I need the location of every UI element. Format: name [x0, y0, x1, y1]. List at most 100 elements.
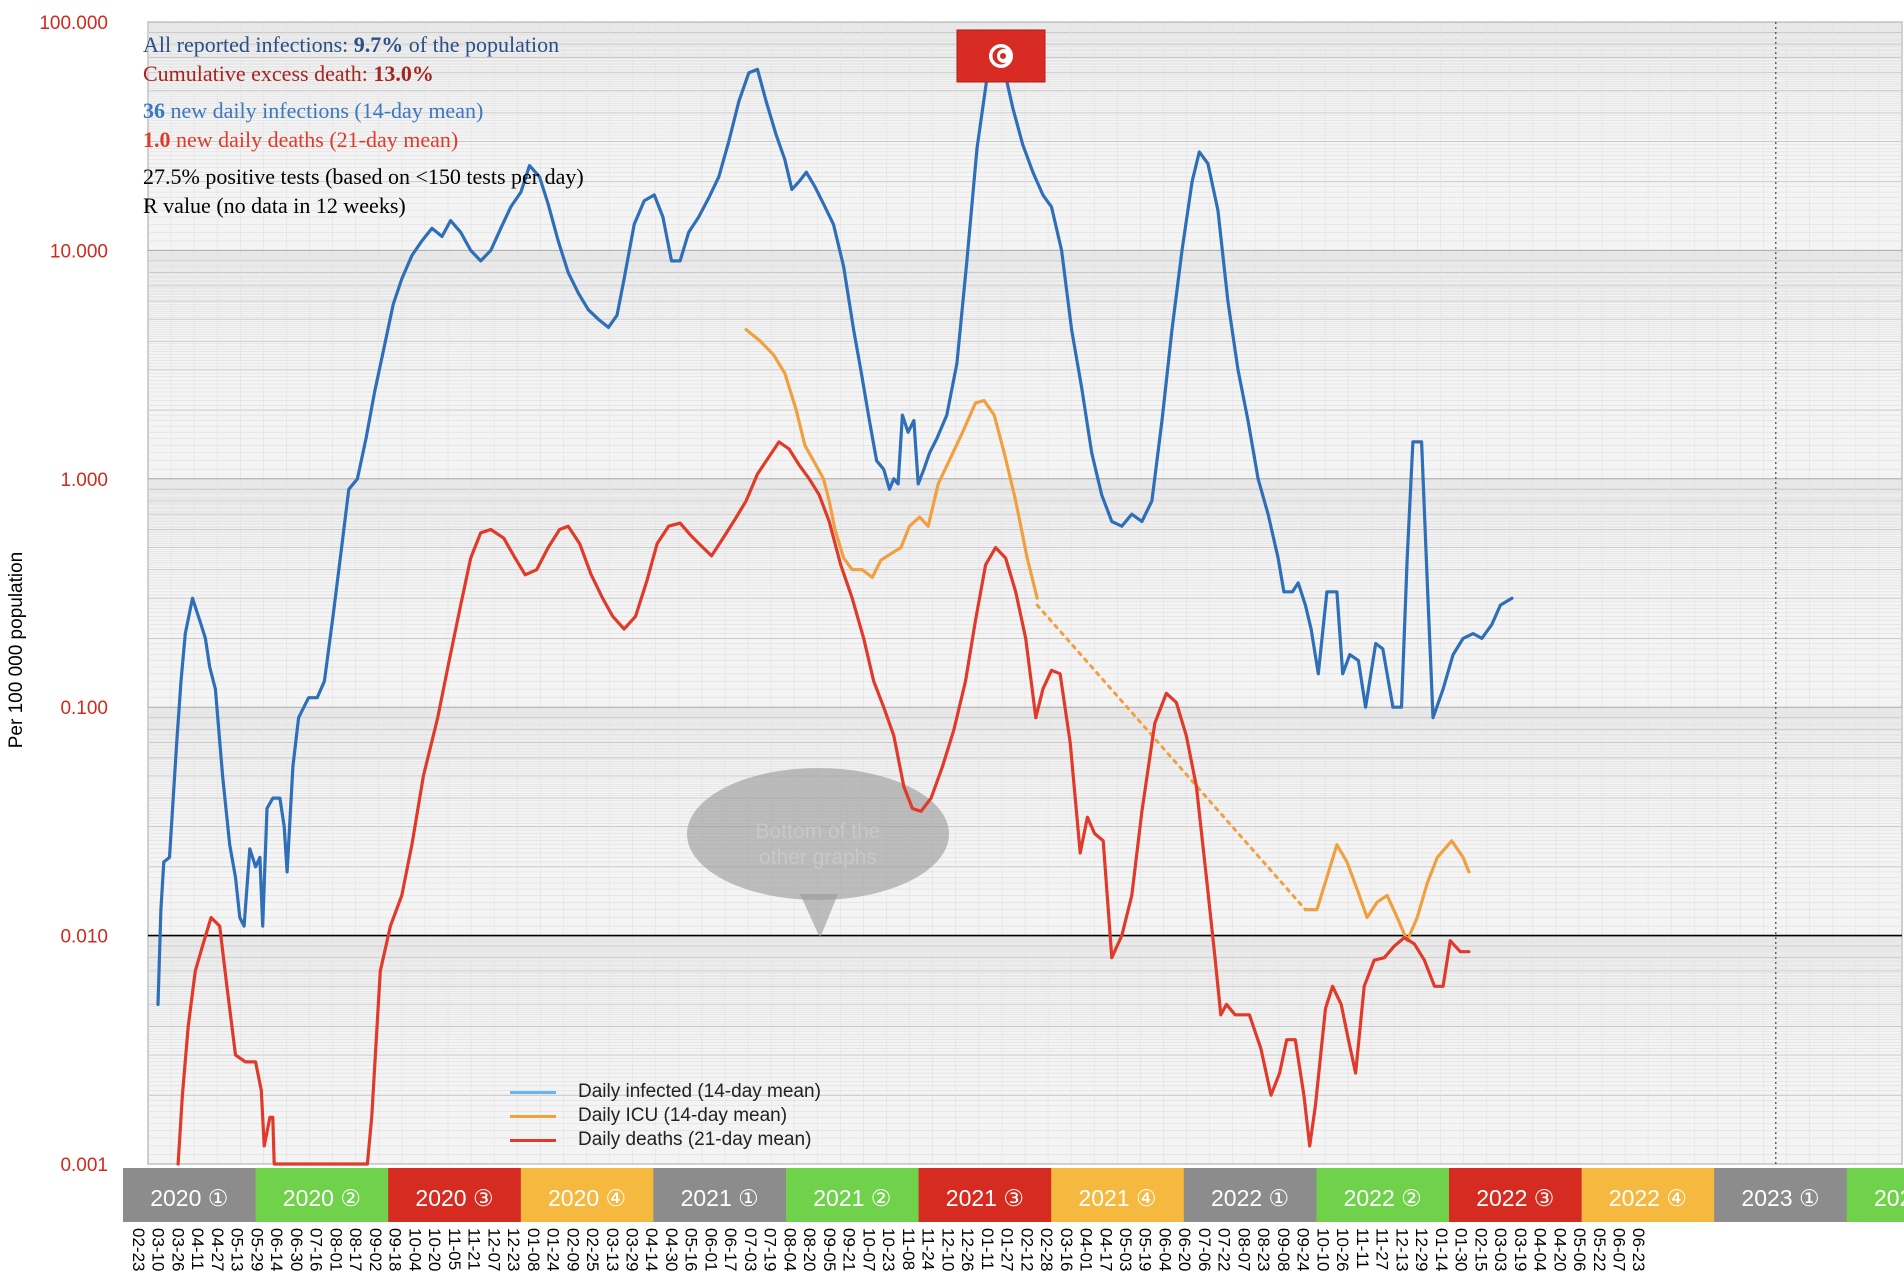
x-tick-label: 09-02: [366, 1228, 385, 1271]
quarter-band-cell: [1449, 1168, 1583, 1222]
y-tick-label: 0.010: [60, 927, 108, 948]
x-tick-label: 01-24: [544, 1228, 563, 1271]
x-tick-label: 06-20: [1175, 1228, 1194, 1271]
x-tick-label: 09-24: [1294, 1228, 1313, 1271]
x-tick-label: 08-04: [780, 1228, 799, 1271]
y-tick-label: 0.001: [60, 1155, 108, 1176]
x-tick-label: 04-01: [1077, 1228, 1096, 1271]
x-tick-label: 03-16: [1057, 1228, 1076, 1271]
legend-item-infected: Daily infected (14-day mean): [510, 1080, 821, 1104]
x-tick-label: 06-23: [1629, 1228, 1648, 1271]
x-tick-label: 04-11: [188, 1228, 207, 1270]
quarter-band-cell: [1714, 1168, 1848, 1222]
legend-item-icu: Daily ICU (14-day mean): [510, 1104, 821, 1128]
x-tick-label: 12-26: [958, 1228, 977, 1271]
callout-line1: Bottom of the: [756, 820, 881, 843]
x-tick-label: 07-22: [1215, 1228, 1234, 1271]
series-layer: [156, 55, 1514, 1166]
x-tick-label: 12-07: [484, 1228, 503, 1271]
x-tick-label: 01-30: [1452, 1228, 1471, 1271]
x-tick-label: 01-14: [1432, 1228, 1451, 1271]
info-excess-death-pre: Cumulative excess death:: [143, 61, 374, 86]
quarter-band-cell: [520, 1168, 654, 1222]
quarter-band-cell: [1183, 1168, 1317, 1222]
x-tick-label: 08-07: [1234, 1228, 1253, 1271]
quarter-label: 2022 ①: [1211, 1185, 1289, 1211]
x-tick-label: 08-17: [346, 1228, 365, 1271]
series-line-4: [176, 440, 1471, 1166]
info-total-infections-post: of the population: [403, 32, 560, 57]
x-tick-label: 11-27: [1373, 1228, 1392, 1270]
x-tick-label: 04-27: [208, 1228, 227, 1271]
info-daily-deaths-value: 1.0: [143, 127, 171, 152]
quarter-label: 2021 ①: [681, 1185, 759, 1211]
x-tick-label: 12-10: [938, 1228, 957, 1271]
x-tick-label: 11-21: [465, 1228, 484, 1270]
x-tick-label: 09-21: [840, 1228, 859, 1271]
x-tick-label: 06-17: [721, 1228, 740, 1271]
x-tick-label: 04-14: [642, 1228, 661, 1271]
x-tick-label: 10-20: [425, 1228, 444, 1271]
x-tick-label: 12-13: [1392, 1228, 1411, 1271]
x-tick-label: 03-26: [168, 1228, 187, 1271]
info-daily-infections: 36 new daily infections (14-day mean): [143, 98, 483, 124]
x-tick-label: 11-11: [1353, 1228, 1372, 1269]
x-tick-label: 10-07: [859, 1228, 878, 1271]
quarter-label: 2021 ④: [1078, 1185, 1156, 1211]
quarter-label: 2022 ②: [1344, 1185, 1422, 1211]
quarter-label: 2022 ③: [1476, 1185, 1554, 1211]
quarter-label: 2021 ②: [813, 1185, 891, 1211]
y-tick-label: 100.000: [39, 13, 108, 34]
quarter-band-cell: [918, 1168, 1052, 1222]
x-tick-label: 08-01: [326, 1228, 345, 1271]
quarter-label: 2021 ③: [946, 1185, 1024, 1211]
x-tick-label: 07-19: [761, 1228, 780, 1271]
x-tick-label: 03-03: [1491, 1228, 1510, 1271]
x-tick-label: 11-24: [919, 1228, 938, 1270]
x-tick-label: 02-23: [129, 1228, 148, 1271]
x-tick-label: 04-20: [1550, 1228, 1569, 1271]
x-tick-label: 05-19: [1136, 1228, 1155, 1271]
x-tick-label: 07-06: [1195, 1228, 1214, 1271]
x-tick-label: 02-25: [583, 1228, 602, 1271]
callout-line2: other graphs: [759, 846, 877, 869]
quarter-band-cell: [1581, 1168, 1715, 1222]
x-tick-label: 01-27: [998, 1228, 1017, 1271]
x-tick-label: 05-22: [1590, 1228, 1609, 1271]
x-tick-label: 02-09: [563, 1228, 582, 1271]
info-positive-tests: 27.5% positive tests (based on <150 test…: [143, 164, 584, 189]
info-daily-infections-text: new daily infections (14-day mean): [165, 98, 484, 123]
x-tick-label: 07-16: [307, 1228, 326, 1271]
x-tick-label: 06-30: [287, 1228, 306, 1271]
x-tick-label: 11-08: [899, 1228, 918, 1270]
x-tick-label: 02-28: [1037, 1228, 1056, 1271]
x-tick-label: 02-12: [1017, 1228, 1036, 1271]
x-tick-label: 03-19: [1511, 1228, 1530, 1271]
x-tick-label: 05-03: [1116, 1228, 1135, 1271]
x-tick-label: 09-05: [820, 1228, 839, 1271]
x-tick-label: 09-08: [1274, 1228, 1293, 1271]
info-daily-deaths: 1.0 new daily deaths (21-day mean): [143, 127, 458, 153]
x-tick-label: 09-18: [386, 1228, 405, 1271]
x-tick-label: 06-07: [1610, 1228, 1629, 1271]
y-tick-labels: 100.000 10.000 1.000 0.100 0.010 0.001: [39, 13, 108, 1176]
series-line-3: [1303, 839, 1471, 943]
x-tick-label: 03-29: [623, 1228, 642, 1271]
x-tick-label: 03-13: [603, 1228, 622, 1271]
x-tick-label: 05-29: [247, 1228, 266, 1271]
info-daily-infections-value: 36: [143, 98, 165, 123]
quarter-label: 2020 ①: [150, 1185, 228, 1211]
x-tick-label: 10-23: [879, 1228, 898, 1271]
legend-swatch-infected: [510, 1090, 556, 1094]
x-tick-label: 12-23: [504, 1228, 523, 1271]
x-tick-label: 05-16: [682, 1228, 701, 1271]
x-tick-label: 11-05: [445, 1228, 464, 1270]
info-total-infections-value: 9.7%: [353, 32, 404, 57]
x-tick-label: 06-01: [701, 1228, 720, 1271]
quarter-band-cell: [653, 1168, 787, 1222]
x-tick-label: 04-04: [1531, 1228, 1550, 1271]
x-tick-label: 10-26: [1333, 1228, 1352, 1271]
info-excess-death-value: 13.0%: [373, 61, 434, 86]
x-tick-label: 01-11: [978, 1228, 997, 1270]
